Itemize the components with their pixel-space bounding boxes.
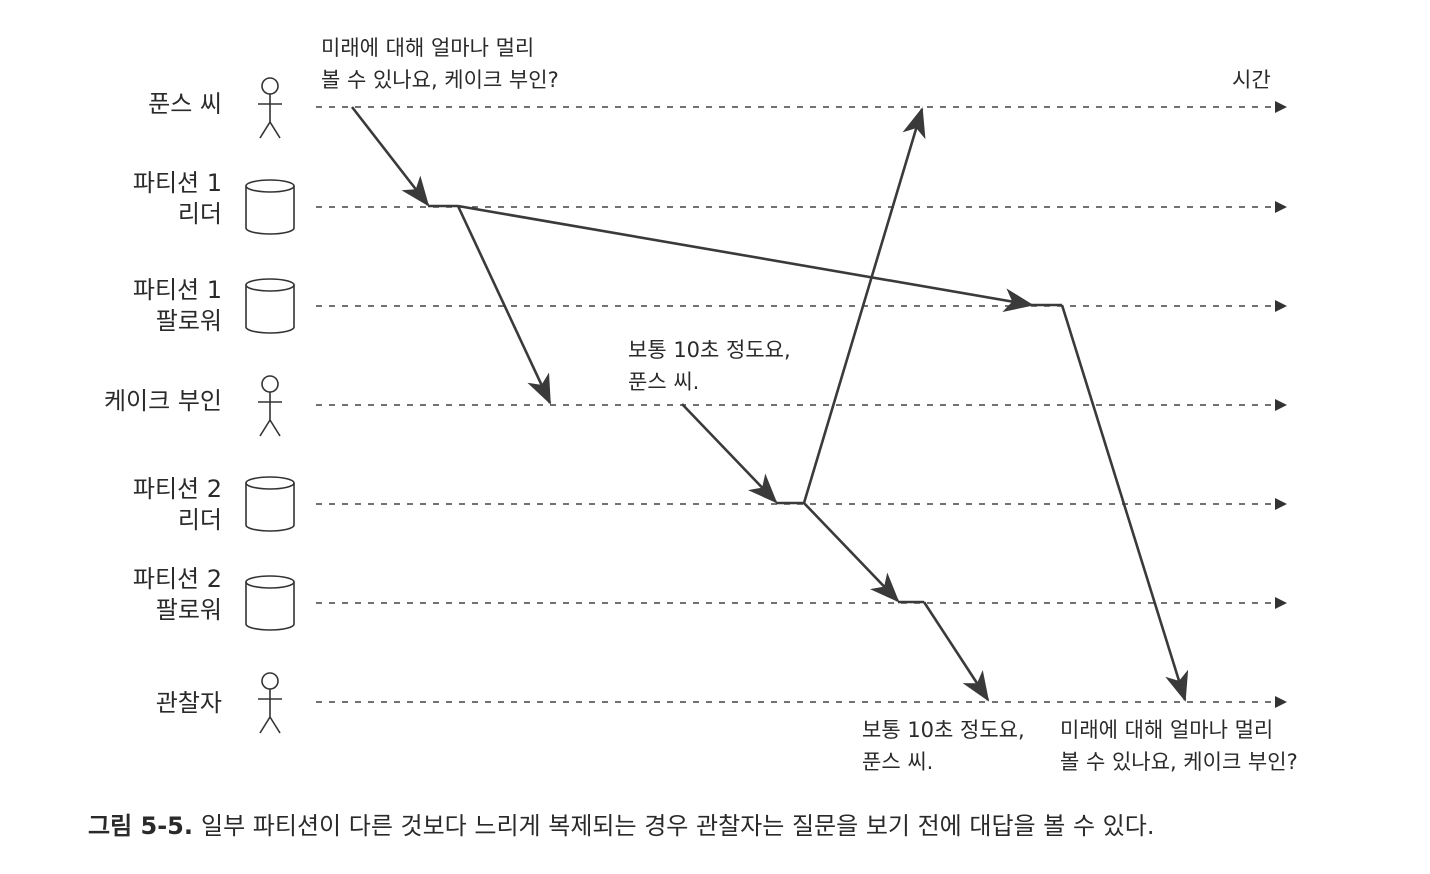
- figure-number: 그림 5-5.: [88, 812, 193, 840]
- figure-caption-text: 일부 파티션이 다른 것보다 느리게 복제되는 경우 관찰자는 질문을 보기 전…: [201, 812, 1155, 840]
- person-icon-mr-poons: [258, 77, 282, 139]
- note-answer-mid: 보통 10초 정도요, 푼스 씨.: [628, 338, 791, 394]
- database-icon-p1-leader: [245, 179, 295, 235]
- arrow-p2-follower-to-observer: [922, 601, 990, 702]
- lane-label-p1-follower: 파티션 1 팔로워: [132, 276, 222, 335]
- lane-label-p2-leader: 파티션 2 리더: [132, 475, 222, 534]
- lane-label-p1-leader: 파티션 1 리더: [132, 169, 222, 228]
- arrow-p2-leader-to-p2-follower: [803, 502, 900, 603]
- note-question-bottom: 미래에 대해 얼마나 멀리 볼 수 있나요, 케이크 부인?: [1060, 718, 1298, 774]
- lane-label-mrs-cake: 케이크 부인: [103, 387, 222, 415]
- database-icon-p2-follower: [245, 575, 295, 631]
- person-icon-mrs-cake: [258, 375, 282, 437]
- arrow-answer-to-p2-leader: [681, 403, 778, 504]
- database-icon-p1-follower: [245, 278, 295, 334]
- database-icon-p2-leader: [245, 476, 295, 532]
- lane-label-mr-poons: 푼스 씨: [148, 90, 222, 118]
- arrow-p1-leader-to-mrs-cake: [456, 205, 552, 405]
- arrow-p1-follower-to-observer: [1060, 304, 1189, 702]
- time-axis-label: 시간: [1232, 68, 1271, 92]
- timelines: [316, 101, 1287, 708]
- arrow-question-to-p1-leader: [350, 106, 430, 207]
- figure-caption: 그림 5-5. 일부 파티션이 다른 것보다 느리게 복제되는 경우 관찰자는 질…: [88, 806, 1154, 841]
- lane-label-p2-follower: 파티션 2 팔로워: [132, 565, 222, 624]
- message-arrows: [350, 106, 1189, 702]
- note-answer-bottom: 보통 10초 정도요, 푼스 씨.: [862, 718, 1025, 774]
- note-question-top: 미래에 대해 얼마나 멀리 볼 수 있나요, 케이크 부인?: [321, 36, 559, 92]
- lane-label-observer: 관찰자: [155, 689, 222, 717]
- arrow-p2-leader-to-mr-poons: [802, 107, 926, 504]
- person-icon-observer: [258, 672, 282, 734]
- arrow-p1-leader-to-p1-follower: [457, 204, 1034, 313]
